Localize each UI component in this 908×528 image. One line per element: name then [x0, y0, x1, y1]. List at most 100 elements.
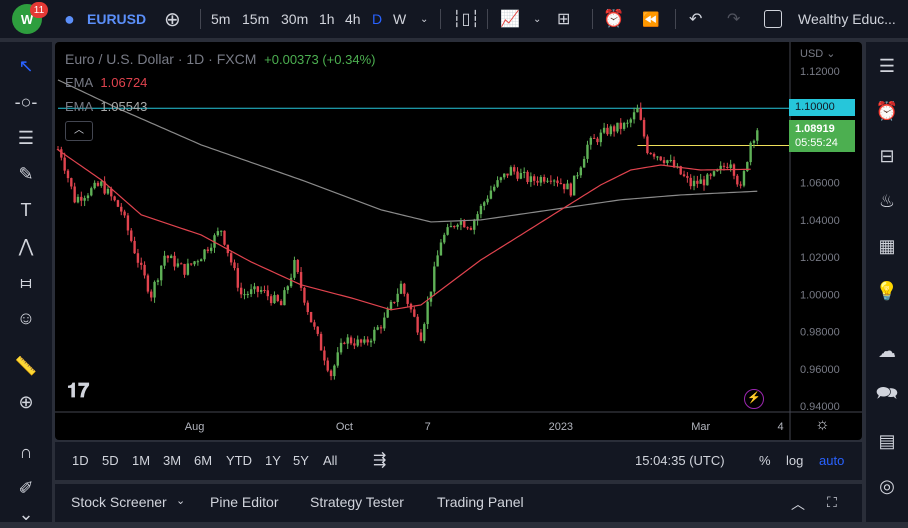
utc-clock[interactable]: 15:04:35 (UTC) — [635, 453, 725, 468]
checkbox-icon[interactable] — [764, 0, 782, 38]
lightning-icon[interactable]: ⚡ — [744, 389, 764, 409]
hotlist-icon[interactable]: ♨ — [878, 190, 896, 211]
candle-body — [289, 277, 293, 287]
range-1m[interactable]: 1M — [132, 453, 151, 468]
interval-15m[interactable]: 15m — [242, 11, 270, 27]
interval-4h[interactable]: 4h — [345, 11, 361, 27]
candle-body — [209, 247, 213, 251]
range-5y[interactable]: 5Y — [293, 453, 309, 468]
candle-body — [303, 287, 306, 303]
layout-icon[interactable]: ⊞ — [557, 11, 571, 28]
chevron-up-icon[interactable]: ︿ — [791, 496, 805, 512]
messages-icon[interactable]: 🗪 — [875, 383, 899, 403]
chevron-down-icon[interactable]: ⌄ — [18, 503, 34, 524]
ideas-icon[interactable]: 💡 — [875, 280, 899, 301]
lock-drawing-icon[interactable]: ✐ — [18, 477, 34, 498]
ema-value: 1.05543 — [100, 99, 148, 114]
range-5d[interactable]: 5D — [102, 453, 119, 468]
candle-body — [176, 263, 180, 267]
range-3m[interactable]: 3M — [163, 453, 182, 468]
candle-body — [706, 174, 709, 186]
range-6m[interactable]: 6M — [194, 453, 213, 468]
candle-body — [549, 180, 553, 182]
tab-stock-screener[interactable]: Stock Screener — [71, 494, 167, 510]
fib-icon[interactable]: ☰ — [17, 127, 35, 148]
candle-body — [66, 170, 70, 179]
redo-icon[interactable]: ↷ — [727, 11, 741, 28]
candle-body — [719, 165, 722, 170]
collapse-legend-button[interactable]: ︿ — [65, 121, 93, 141]
candle-body — [336, 352, 339, 366]
price-chart[interactable]: 1.12000 1.06000 1.04000 1.02000 1.00000 0.980… — [55, 42, 862, 440]
alert-icon[interactable]: ⏰ — [603, 9, 625, 28]
currency-selector[interactable]: USD ⌄ — [800, 48, 836, 60]
range-ytd[interactable]: YTD — [226, 453, 252, 468]
candle-body — [726, 166, 729, 168]
notes-icon[interactable]: ▤ — [878, 430, 896, 451]
tab-trading-panel[interactable]: Trading Panel — [437, 494, 524, 510]
undo-icon[interactable]: ↶ — [689, 11, 703, 28]
candle-body — [266, 290, 269, 297]
candle-body — [609, 126, 612, 135]
percent-toggle[interactable]: % — [759, 453, 771, 468]
cursor-icon[interactable]: ↖ — [18, 55, 34, 76]
candle-body — [479, 205, 483, 215]
calendar-icon[interactable]: ▦ — [878, 235, 896, 256]
y-tick-label: 1.02000 — [800, 252, 840, 264]
interval-d[interactable]: D — [372, 11, 383, 27]
candle-body — [113, 196, 116, 201]
data-window-icon[interactable]: ⊟ — [879, 145, 895, 166]
auto-toggle[interactable]: auto — [819, 453, 845, 468]
candle-body — [216, 231, 220, 236]
help-icon[interactable]: ◎ — [879, 475, 895, 496]
candle-body — [186, 263, 190, 275]
interval-1h[interactable]: 1h — [319, 11, 335, 27]
account-name[interactable]: Wealthy Educ... — [798, 11, 896, 27]
prediction-icon[interactable]: ⧦ — [20, 271, 32, 292]
chart-panel[interactable]: 1.12000 1.06000 1.04000 1.02000 1.00000 0.980… — [55, 42, 862, 440]
range-1d[interactable]: 1D — [72, 453, 89, 468]
candle-body — [732, 164, 736, 176]
candle-body — [539, 177, 543, 183]
interval-w[interactable]: W — [393, 11, 407, 27]
magnet-icon[interactable]: ∩ — [19, 441, 33, 462]
tab-pine-editor[interactable]: Pine Editor — [210, 494, 279, 510]
symbol-search[interactable]: EURUSD — [87, 11, 147, 27]
ruler-icon[interactable]: 📏 — [14, 355, 38, 376]
range-all[interactable]: All — [323, 453, 338, 468]
range-1y[interactable]: 1Y — [265, 453, 281, 468]
candle-body — [446, 227, 449, 235]
candle-body — [376, 327, 379, 330]
chevron-down-icon[interactable]: ⌄ — [420, 13, 429, 25]
emoji-icon[interactable]: ☺ — [16, 307, 36, 328]
zoom-icon[interactable]: ⊕ — [18, 391, 34, 412]
candle-body — [469, 228, 473, 230]
alarm-icon[interactable]: ⏰ — [875, 100, 899, 121]
pattern-icon[interactable]: ⋀ — [18, 235, 34, 256]
indicators-icon[interactable]: 📈 — [500, 11, 520, 28]
timeframe-bar: 1D 5D 1M 3M 6M YTD 1Y 5Y All ⇶ 15:04:35 … — [55, 442, 862, 480]
chevron-down-icon[interactable]: ⌄ — [176, 495, 186, 507]
text-icon[interactable]: T — [20, 199, 32, 220]
watchlist-icon[interactable]: ☰ — [878, 55, 896, 76]
candle-body — [170, 255, 173, 259]
brush-icon[interactable]: ✎ — [18, 163, 34, 184]
candle-body — [276, 295, 279, 302]
trendline-icon[interactable]: -○- — [14, 91, 38, 112]
log-toggle[interactable]: log — [786, 453, 804, 468]
top-toolbar: W 11 ● EURUSD ⊕ 5m 15m 30m 1h 4h D W ⌄ ┆… — [0, 0, 908, 38]
tab-strategy-tester[interactable]: Strategy Tester — [310, 494, 404, 510]
chevron-down-icon[interactable]: ⌄ — [533, 13, 542, 25]
maximize-icon[interactable]: ⛶ — [827, 494, 837, 510]
interval-30m[interactable]: 30m — [281, 11, 309, 27]
chat-icon[interactable]: ☁ — [878, 340, 896, 361]
settings-icon[interactable]: ☼ — [815, 416, 830, 433]
interval-5m[interactable]: 5m — [211, 11, 231, 27]
add-symbol-icon[interactable]: ⊕ — [164, 8, 181, 31]
candle-body — [90, 188, 93, 196]
candle-body — [126, 215, 130, 231]
candle-body — [423, 324, 426, 341]
replay-icon[interactable]: ⏪ — [642, 10, 660, 27]
date-range-icon[interactable]: ⇶ — [373, 452, 387, 469]
candles-icon[interactable]: ┆▯┆ — [452, 11, 481, 28]
